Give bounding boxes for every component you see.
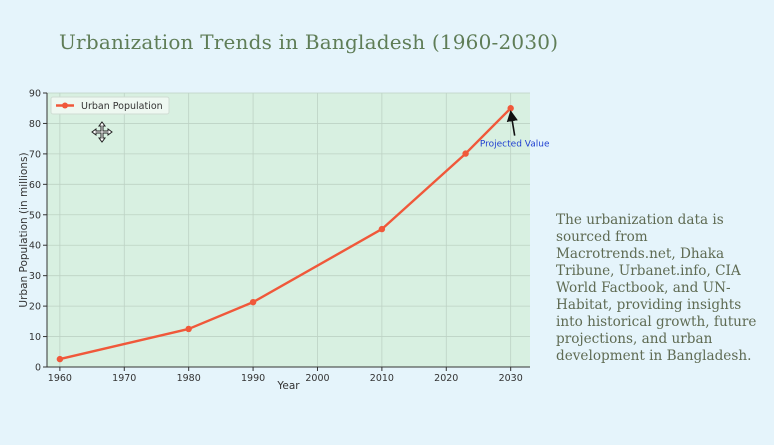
x-tick-label: 1960 bbox=[48, 373, 72, 384]
x-tick-label: 2010 bbox=[370, 373, 394, 384]
legend: Urban Population bbox=[50, 96, 170, 115]
y-tick-label: 60 bbox=[29, 180, 41, 191]
annotation-label: Projected Value bbox=[480, 140, 550, 150]
data-point bbox=[507, 105, 514, 112]
move-cursor-icon bbox=[91, 121, 113, 143]
chart-title: Urbanization Trends in Bangladesh (1960-… bbox=[59, 30, 559, 54]
legend-label: Urban Population bbox=[81, 101, 163, 112]
y-tick-label: 0 bbox=[35, 363, 41, 374]
plot-area bbox=[47, 93, 530, 367]
x-tick-label: 2020 bbox=[434, 373, 458, 384]
x-tick-label: 1970 bbox=[112, 373, 136, 384]
legend-box bbox=[50, 96, 170, 115]
y-tick-label: 20 bbox=[29, 302, 41, 313]
x-tick-label: 2000 bbox=[305, 373, 329, 384]
y-axis-label: Urban Population (in millions) bbox=[18, 152, 30, 307]
x-tick-label: 1990 bbox=[241, 373, 265, 384]
series-layer bbox=[56, 105, 514, 363]
gridlines bbox=[47, 92, 530, 368]
x-tick-label: 2030 bbox=[499, 373, 523, 384]
data-source-note: The urbanization data is sourced from Ma… bbox=[556, 212, 757, 364]
x-axis-label: Year bbox=[276, 380, 300, 392]
data-point bbox=[378, 225, 386, 233]
data-point bbox=[185, 325, 192, 333]
y-tick-label: 10 bbox=[29, 332, 41, 343]
y-tick-label: 80 bbox=[29, 119, 41, 130]
x-tick-label: 1980 bbox=[177, 373, 201, 384]
legend-marker bbox=[62, 102, 68, 109]
data-point bbox=[462, 150, 469, 157]
y-tick-label: 30 bbox=[29, 271, 41, 282]
data-point bbox=[56, 355, 64, 363]
y-tick-label: 50 bbox=[29, 210, 41, 221]
axes bbox=[43, 92, 530, 371]
y-tick-label: 90 bbox=[29, 89, 41, 100]
annotation-layer: Projected Value bbox=[480, 110, 550, 150]
data-point bbox=[249, 298, 257, 306]
y-tick-label: 40 bbox=[29, 241, 41, 252]
tick-labels: 1960 1970 1980 1990 2000 2010 2020 203001020304… bbox=[29, 89, 523, 385]
y-tick-label: 70 bbox=[29, 149, 41, 160]
series-line-urban-population bbox=[59, 107, 512, 361]
annotation-arrow bbox=[506, 110, 518, 136]
